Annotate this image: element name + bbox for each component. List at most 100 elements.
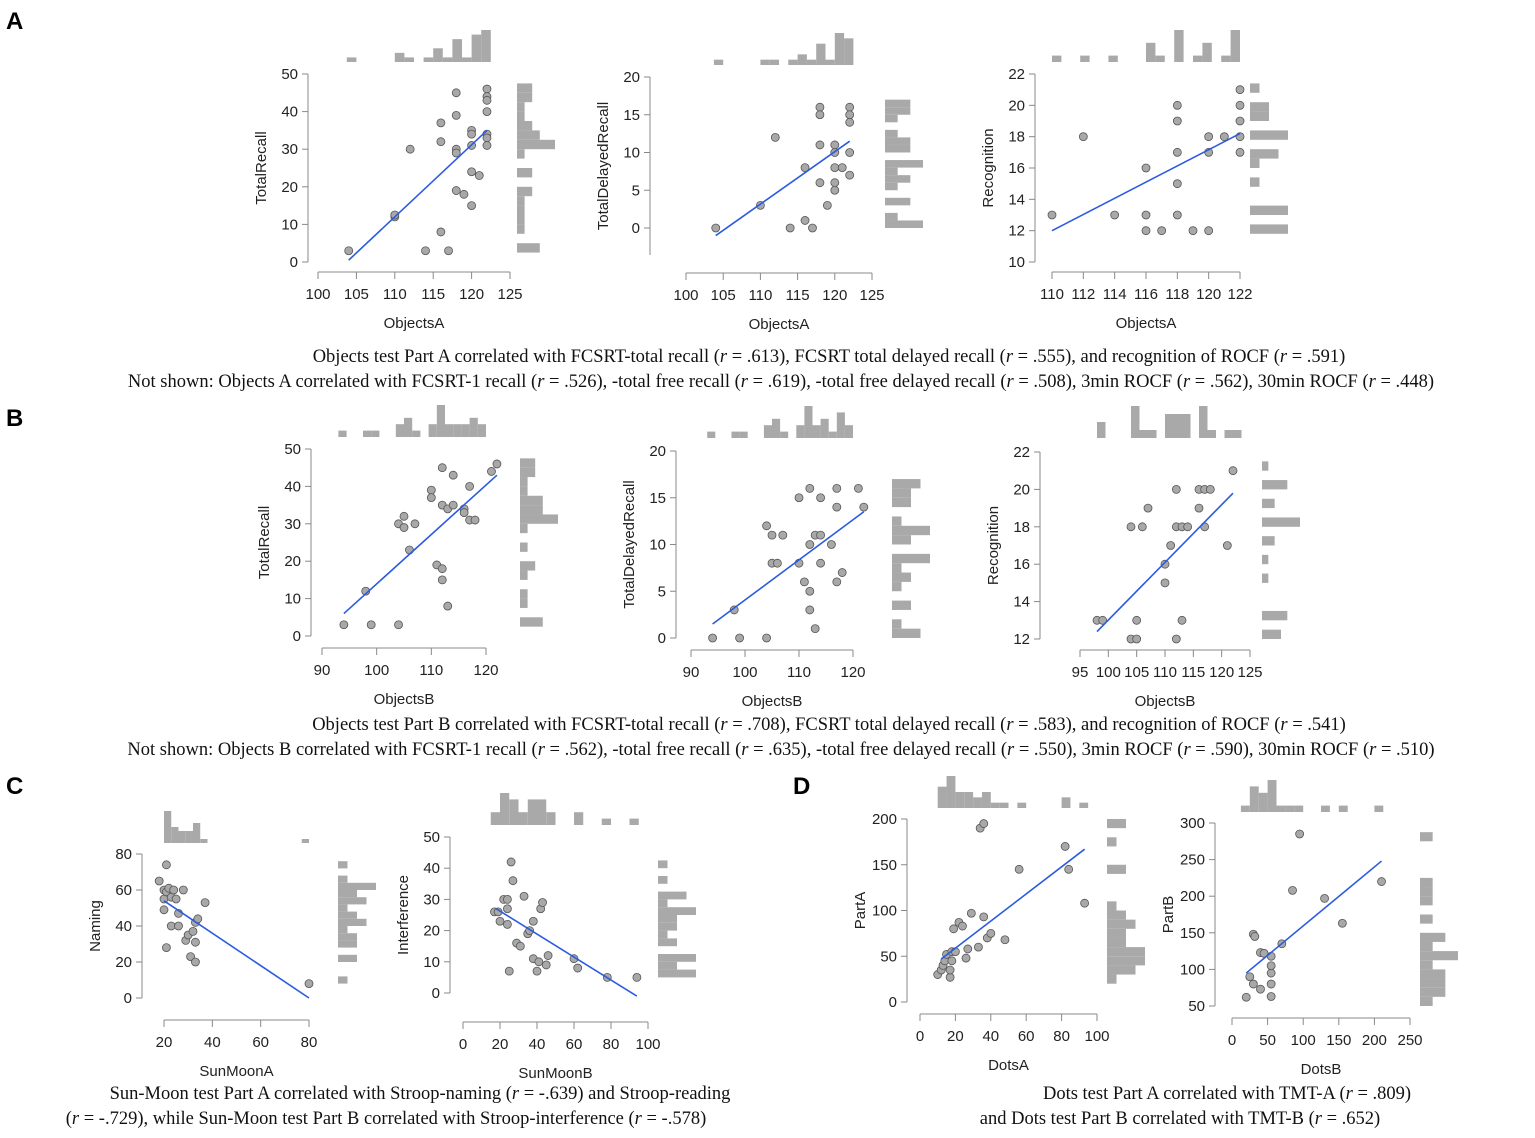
plot-a3: 10 12 14 16 18 20 22 110 112 114 116 118 120 122 Objec… [980,30,1288,332]
right-histogram-bar [520,570,528,580]
data-point [1377,877,1386,886]
x-tick-label: 120 [473,662,498,679]
x-tick-label: 0 [459,1036,467,1053]
data-point [1204,226,1214,236]
data-point [1143,503,1153,513]
top-histogram-bar [1017,802,1027,808]
right-histogram-bar [1262,517,1300,527]
data-point [708,633,717,643]
right-histogram-bar [892,628,921,638]
data-point [487,467,496,476]
x-tick-label: 100 [635,1036,660,1053]
top-histogram-bar [816,43,826,65]
y-tick-label: 300 [1180,815,1205,832]
plot-d2: 50 100 150 200 250 300 0 50 100 150 200 250 DotsB Par… [1160,780,1458,1078]
right-histogram-bar [338,904,348,912]
data-point [837,568,847,577]
data-point [832,502,842,512]
y-tick-label: 10 [423,954,440,971]
y-tick-label: 100 [1180,961,1205,978]
right-histogram-bar [1420,887,1433,897]
right-histogram-bar [885,160,923,168]
data-point [1171,634,1181,644]
x-tick-label: 90 [683,664,700,681]
x-tick-label: 20 [947,1028,964,1045]
data-point [979,819,989,828]
right-histogram-bar [1107,956,1145,966]
top-histogram-bar [490,812,500,825]
data-point [762,521,771,531]
data-point [1078,132,1088,142]
caption-b-line1: Objects test Part B correlated with FCSR… [312,715,1346,735]
regression-line [495,908,638,997]
right-histogram-bar [338,933,357,941]
data-point [1141,163,1151,173]
data-point [854,483,863,493]
y-tick-label: 10 [649,537,666,554]
data-point [805,605,815,615]
data-point [1141,226,1151,236]
y-tick-label: 30 [284,516,301,533]
top-histogram-bar [780,431,789,438]
y-tick-label: 0 [432,985,440,1002]
top-histogram-bar [1182,414,1191,438]
x-tick-label: 60 [1018,1028,1035,1045]
x-tick-label: 90 [314,662,331,679]
top-histogram-bar [477,424,486,437]
data-point [949,924,959,934]
top-histogram-bar [395,424,404,437]
top-histogram-bar [1207,430,1216,438]
right-histogram-bar [885,99,911,108]
right-histogram-bar [1107,864,1126,874]
top-histogram-bar [760,59,770,65]
y-tick-label: 40 [115,918,132,935]
data-point [1183,522,1193,532]
x-axis-label: ObjectsB [374,691,435,708]
top-histogram-bar [461,424,470,437]
right-histogram-bar [1262,480,1288,490]
top-histogram-bar [769,59,779,65]
data-point [541,960,551,970]
data-point [815,178,825,188]
right-histogram-bar [1420,960,1433,970]
top-histogram-bar [1165,414,1174,438]
top-histogram-bar [338,430,347,437]
data-point [827,540,836,549]
right-histogram-bar [658,969,696,978]
right-histogram-bar [520,617,543,627]
top-histogram-bar [1221,55,1231,62]
x-tick-label: 40 [204,1034,221,1051]
data-point [492,459,502,469]
right-histogram-bar [1250,205,1288,215]
data-point [508,876,518,886]
right-histogram-bar [1250,149,1279,159]
y-axis-label: TotalRecall [256,506,273,579]
data-point [390,210,400,220]
y-tick-label: 0 [658,630,666,647]
right-histogram-bar [1420,914,1433,924]
x-tick-label: 110 [1040,286,1064,303]
data-point [437,463,447,473]
top-histogram-bar [1139,430,1148,438]
right-histogram-bar [1107,837,1117,847]
x-tick-label: 150 [1326,1032,1351,1049]
data-point [1188,226,1198,236]
data-point [958,921,967,931]
data-point [344,246,354,256]
data-point [444,246,453,256]
right-histogram-bar [338,926,348,934]
right-histogram-bar [338,940,357,948]
data-point [200,898,210,907]
x-tick-label: 60 [566,1036,583,1053]
y-tick-label: 20 [115,954,132,971]
data-point [1256,984,1265,994]
right-histogram-bar [892,553,930,564]
top-histogram-bar [812,425,821,438]
right-histogram-bar [1107,974,1117,984]
top-histogram-bar [825,59,835,65]
x-tick-label: 115 [786,287,810,304]
x-tick-label: 20 [156,1034,173,1051]
top-histogram-bar [999,802,1009,808]
right-histogram-bar [517,139,555,150]
data-point [1228,466,1238,476]
